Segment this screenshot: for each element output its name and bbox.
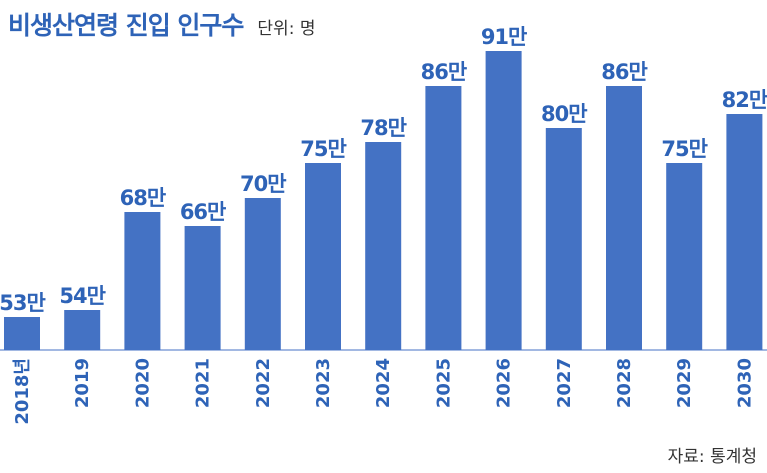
bar-value-label: 82만 bbox=[722, 88, 767, 112]
bar-value-label: 75만 bbox=[661, 137, 707, 161]
x-tick-label: 2030 bbox=[734, 358, 755, 408]
bar-2022 bbox=[244, 198, 281, 350]
bar-2024 bbox=[365, 142, 402, 350]
bar-2018년 bbox=[4, 317, 40, 350]
bar-value-label: 80만 bbox=[541, 102, 587, 126]
x-tick-label: 2021 bbox=[193, 358, 214, 408]
bar-value-label: 66만 bbox=[180, 200, 226, 224]
x-tick-label: 2022 bbox=[253, 358, 274, 408]
x-tick-label: 2020 bbox=[132, 358, 153, 408]
x-tick-label: 2026 bbox=[494, 358, 515, 408]
bar-value-label: 86만 bbox=[421, 60, 467, 84]
bar-value-label: 86만 bbox=[601, 60, 647, 84]
x-tick-label: 2023 bbox=[313, 358, 334, 408]
bar-2020 bbox=[124, 212, 161, 350]
bar-2028 bbox=[606, 86, 642, 350]
bar-2023 bbox=[305, 163, 341, 350]
unit-label: 단위: 명 bbox=[257, 19, 316, 39]
bar-value-label: 91만 bbox=[481, 25, 527, 49]
bar-value-label: 70만 bbox=[240, 172, 286, 196]
bar-2021 bbox=[184, 226, 221, 350]
source-note: 자료: 통계청 bbox=[667, 447, 757, 467]
bar-2019 bbox=[64, 310, 101, 350]
bar-2026 bbox=[485, 51, 522, 350]
bar-value-label: 78만 bbox=[360, 116, 406, 140]
bar-2030 bbox=[726, 114, 763, 350]
x-tick-label: 2027 bbox=[554, 358, 575, 408]
bar-2029 bbox=[666, 163, 703, 350]
bar-value-label: 75만 bbox=[300, 137, 346, 161]
bar-value-label: 53만 bbox=[0, 291, 45, 315]
bar-value-label: 68만 bbox=[120, 186, 166, 210]
x-tick-label: 2025 bbox=[433, 358, 454, 408]
chart-header: 비생산연령 진입 인구수 단위: 명 bbox=[8, 6, 315, 40]
x-tick-label: 2018년 bbox=[12, 358, 33, 425]
x-tick-label: 2029 bbox=[674, 358, 695, 408]
bar-2025 bbox=[425, 86, 462, 350]
bar-value-label: 54만 bbox=[59, 284, 105, 308]
bar-2027 bbox=[545, 128, 582, 350]
chart-title: 비생산연령 진입 인구수 bbox=[8, 11, 244, 40]
x-tick-label: 2024 bbox=[373, 358, 394, 408]
x-tick-label: 2028 bbox=[614, 358, 635, 408]
x-tick-label: 2019 bbox=[72, 358, 93, 408]
